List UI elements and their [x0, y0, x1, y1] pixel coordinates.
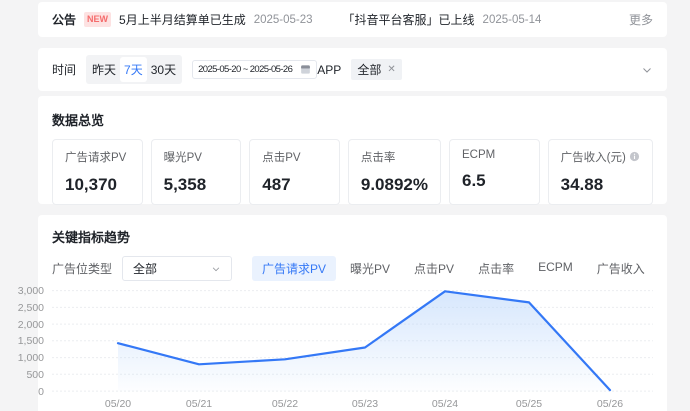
svg-text:05/21: 05/21 [186, 398, 212, 410]
svg-text:1,500: 1,500 [18, 335, 44, 347]
svg-text:05/26: 05/26 [597, 398, 623, 410]
svg-text:05/24: 05/24 [432, 398, 458, 410]
svg-text:0: 0 [38, 386, 44, 398]
svg-text:05/25: 05/25 [516, 398, 542, 410]
svg-text:05/23: 05/23 [352, 398, 378, 410]
svg-text:500: 500 [26, 369, 44, 381]
svg-text:3,000: 3,000 [18, 285, 44, 297]
svg-text:2,500: 2,500 [18, 302, 44, 314]
svg-text:2,000: 2,000 [18, 319, 44, 331]
svg-text:05/20: 05/20 [105, 398, 131, 410]
svg-text:05/22: 05/22 [272, 398, 298, 410]
svg-text:1,000: 1,000 [18, 352, 44, 364]
